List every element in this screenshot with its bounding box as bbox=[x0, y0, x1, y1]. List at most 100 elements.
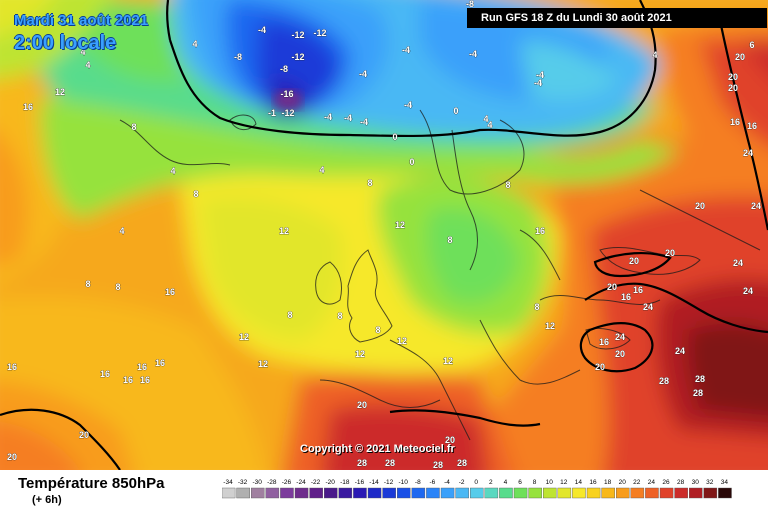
isotherm-label: 16 bbox=[23, 102, 33, 112]
legend-swatch bbox=[586, 487, 601, 499]
isotherm-label: -12 bbox=[313, 28, 326, 38]
isotherm-label: 12 bbox=[443, 356, 453, 366]
legend-swatch bbox=[367, 487, 382, 499]
isotherm-label: 20 bbox=[615, 349, 625, 359]
legend-tick-label: 34 bbox=[721, 479, 729, 486]
legend-swatch bbox=[499, 487, 513, 499]
legend-swatch bbox=[543, 487, 557, 499]
legend-swatch bbox=[528, 487, 542, 499]
isotherm-label: 20 bbox=[665, 248, 675, 258]
isotherm-label: -4 bbox=[404, 100, 412, 110]
legend-swatch bbox=[484, 487, 499, 499]
legend-swatch bbox=[616, 487, 630, 499]
legend-tick-label: 6 bbox=[518, 479, 522, 486]
isotherm-label: 8 bbox=[115, 282, 120, 292]
isotherm-label: 20 bbox=[728, 83, 738, 93]
legend-tick-label: -8 bbox=[415, 479, 421, 486]
legend-tick-label: 20 bbox=[619, 479, 627, 486]
legend-tick-label: 16 bbox=[589, 479, 597, 486]
legend-swatch bbox=[396, 487, 411, 499]
isotherm-label: -4 bbox=[469, 49, 477, 59]
legend-swatch bbox=[630, 487, 645, 499]
isotherm-label: -1 bbox=[268, 108, 276, 118]
legend-swatch bbox=[440, 487, 455, 499]
legend-tick-label: 0 bbox=[474, 479, 478, 486]
isotherm-label: 0 bbox=[392, 132, 397, 142]
isotherm-label: 16 bbox=[165, 287, 175, 297]
legend-swatch bbox=[265, 487, 280, 499]
isotherm-label: 24 bbox=[675, 346, 685, 356]
legend-tick-label: -12 bbox=[384, 479, 394, 486]
isotherm-label: 16 bbox=[137, 362, 147, 372]
legend-swatch bbox=[703, 487, 718, 499]
isotherm-label: -12 bbox=[291, 52, 304, 62]
isotherm-label: 8 bbox=[193, 189, 198, 199]
isotherm-labels: -12-12-12-8-16-1 -12-8-4-4-4-4 -4-4-4-4-4-… bbox=[7, 0, 762, 470]
legend-tick-label: 28 bbox=[677, 479, 685, 486]
color-scale-legend: -34 -32 -30 -28 -26 -24 -22 -20 -18 -16 -14 -12 -10-… bbox=[221, 474, 752, 511]
isotherm-label: 12 bbox=[395, 220, 405, 230]
legend-swatch bbox=[718, 487, 732, 499]
isotherm-label: -12 bbox=[291, 30, 304, 40]
isotherm-label: 12 bbox=[239, 332, 249, 342]
map-title: Température 850hPa bbox=[18, 475, 165, 492]
isotherm-label: 16 bbox=[535, 226, 545, 236]
isotherm-label: 16 bbox=[730, 117, 740, 127]
isotherm-label: 16 bbox=[123, 375, 133, 385]
isotherm-label: 16 bbox=[747, 121, 757, 131]
forecast-time: 2:00 locale bbox=[14, 32, 117, 54]
isotherm-label: 20 bbox=[728, 72, 738, 82]
isotherm-label: 24 bbox=[743, 286, 753, 296]
legend-swatch bbox=[557, 487, 572, 499]
legend-swatch bbox=[236, 487, 250, 499]
isotherm-label: 20 bbox=[445, 435, 455, 445]
legend-tick-label: 30 bbox=[692, 479, 700, 486]
legend-tick-label: 8 bbox=[533, 479, 537, 486]
isotherm-label: -12 bbox=[281, 108, 294, 118]
isotherm-label: 8 bbox=[85, 279, 90, 289]
isotherm-label: -16 bbox=[280, 89, 293, 99]
isotherm-label: -4 bbox=[402, 45, 410, 55]
isotherm-label: 28 bbox=[693, 388, 703, 398]
legend-tick-label: 22 bbox=[633, 479, 641, 486]
isotherm-label: 8 bbox=[287, 310, 292, 320]
isotherm-label: 24 bbox=[733, 258, 743, 268]
legend-swatch bbox=[572, 487, 586, 499]
legend-tick-label: -10 bbox=[398, 479, 408, 486]
legend-swatch bbox=[469, 487, 484, 499]
isotherm-label: -4 bbox=[534, 78, 542, 88]
legend-tick-label: -20 bbox=[325, 479, 335, 486]
isotherm-label: 0 bbox=[409, 157, 414, 167]
isotherm-label: 12 bbox=[397, 336, 407, 346]
legend-tick-label: 12 bbox=[560, 479, 568, 486]
isotherm-label: 20 bbox=[735, 52, 745, 62]
legend-swatch bbox=[689, 487, 703, 499]
legend-swatch bbox=[221, 487, 236, 499]
isotherm-label: 0 bbox=[453, 106, 458, 116]
isotherm-label: 8 bbox=[337, 311, 342, 321]
legend-tick-label: -14 bbox=[369, 479, 379, 486]
run-info-banner: Run GFS 18 Z du Lundi 30 août 2021 bbox=[467, 8, 767, 28]
isotherm-label: 16 bbox=[633, 285, 643, 295]
legend-tick-label: -28 bbox=[267, 479, 277, 486]
isotherm-label: 28 bbox=[457, 458, 467, 468]
isotherm-label: 24 bbox=[751, 201, 761, 211]
isotherm-label: 12 bbox=[279, 226, 289, 236]
legend-swatch bbox=[309, 487, 323, 499]
isotherm-label: 4 bbox=[85, 60, 90, 70]
legend-tick-label: -30 bbox=[252, 479, 262, 486]
legend-swatch bbox=[601, 487, 615, 499]
isotherm-label: 28 bbox=[357, 458, 367, 468]
isotherm-label: -4 bbox=[536, 70, 544, 80]
legend-swatch bbox=[513, 487, 528, 499]
isotherm-label: 28 bbox=[659, 376, 669, 386]
isotherm-label: 6 bbox=[749, 40, 754, 50]
cold-core bbox=[274, 90, 302, 110]
isotherm-label: 12 bbox=[545, 321, 555, 331]
legend-tick-label: 4 bbox=[504, 479, 508, 486]
isotherm-label: 20 bbox=[607, 282, 617, 292]
isotherm-label: -4 bbox=[359, 69, 367, 79]
legend-swatch bbox=[426, 487, 440, 499]
isotherm-label: 20 bbox=[695, 201, 705, 211]
coastlines bbox=[119, 109, 761, 441]
